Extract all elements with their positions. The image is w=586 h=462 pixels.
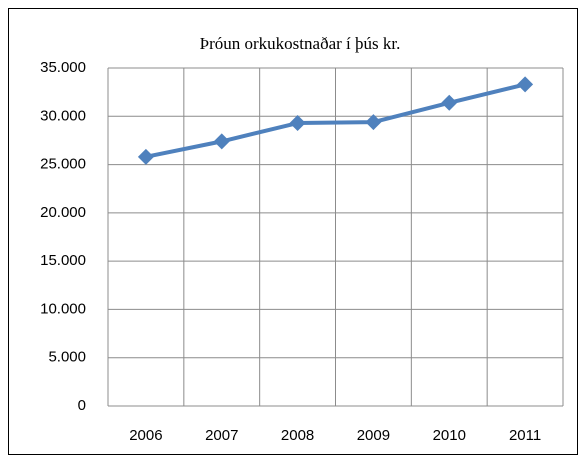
y-tick-label: 25.000 [40, 156, 86, 173]
chart-title: Þróun orkukostnaðar í þús kr. [200, 34, 401, 53]
y-tick-label: 30.000 [40, 107, 86, 124]
x-tick-label: 2007 [205, 427, 238, 444]
y-tick-label: 35.000 [40, 59, 86, 76]
point-marker [517, 76, 534, 93]
y-tick-label: 0 [78, 397, 86, 414]
point-marker [213, 133, 230, 150]
y-tick-label: 15.000 [40, 252, 86, 269]
series-line [145, 82, 526, 159]
x-tick-label: 2008 [281, 427, 314, 444]
point-marker [137, 148, 154, 165]
point-marker [441, 94, 458, 111]
chart-border [8, 8, 578, 455]
x-tick-label: 2009 [357, 427, 390, 444]
y-tick-label: 10.000 [40, 300, 86, 317]
y-tick-label: 20.000 [40, 204, 86, 221]
y-tick-label: 5.000 [48, 349, 86, 366]
x-tick-label: 2011 [509, 427, 541, 444]
x-tick-label: 2010 [433, 427, 466, 444]
x-tick-label: 2006 [129, 427, 162, 444]
point-marker [365, 114, 382, 131]
point-marker [289, 115, 306, 132]
